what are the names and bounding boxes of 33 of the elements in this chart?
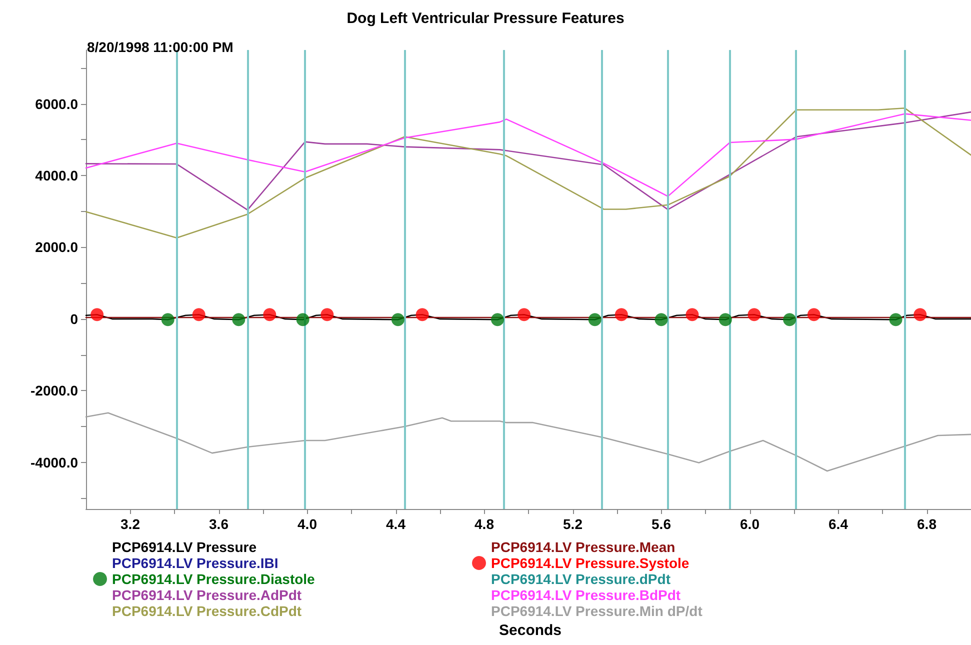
line-series <box>85 412 971 472</box>
text: Seconds <box>499 622 562 639</box>
text: PCP6914.LV Pressure.BdPdt <box>491 587 681 603</box>
x-tick-label: 6.0 <box>740 516 760 532</box>
legend-label: PCP6914.LV Pressure.IBI <box>112 555 278 571</box>
line-series <box>85 107 971 239</box>
line-series <box>85 111 971 211</box>
y-tick-label: 6000.0 <box>35 96 78 112</box>
y-tick-label: 2000.0 <box>35 239 78 256</box>
legend-label: PCP6914.LV Pressure.dPdt <box>491 571 671 587</box>
x-tick-label: 4.0 <box>298 516 318 532</box>
y-tick-label: -2000.0 <box>30 382 78 399</box>
x-tick-label: 6.8 <box>917 516 937 532</box>
chart-title: Dog Left Ventricular Pressure Features <box>346 10 624 27</box>
chart-subtitle: 8/20/1998 11:00:00 PM <box>87 39 234 55</box>
y-tick-label: 0 <box>70 310 78 327</box>
x-tick-label: 5.2 <box>563 516 583 532</box>
legend-label: PCP6914.LV Pressure.Diastole <box>112 571 316 587</box>
legend-label: PCP6914.LV Pressure.Systole <box>491 555 690 571</box>
x-tick-label: 6.4 <box>828 516 848 532</box>
text: PCP6914.LV Pressure.CdPdt <box>112 603 302 619</box>
x-tick-label: 3.6 <box>209 516 229 532</box>
y-tick-label: -4000.0 <box>30 454 78 470</box>
text: PCP6914.LV Pressure.Mean <box>491 539 676 555</box>
x-tick-label: 4.8 <box>474 516 494 532</box>
text: PCP6914.LV Pressure.Min dP/dt <box>491 603 703 619</box>
x-tick-label: 4.4 <box>386 516 406 532</box>
x-tick-label: 5.6 <box>652 516 672 532</box>
text: PCP6914.LV Pressure.AdPdt <box>112 587 302 603</box>
y-tick-label: 4000.0 <box>35 168 78 184</box>
x-tick-label: 3.2 <box>120 516 140 532</box>
text: PCP6914.LV Pressure <box>112 539 257 555</box>
line-series <box>85 113 971 197</box>
